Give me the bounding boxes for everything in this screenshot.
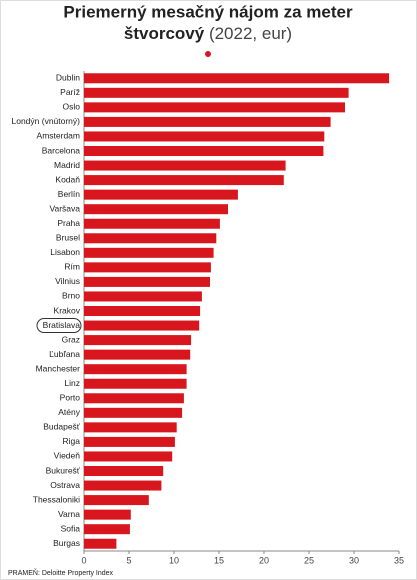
y-tick-label: Kodaň: [55, 174, 80, 184]
y-tick-label: Berlín: [58, 189, 80, 199]
y-tick-label: Sofia: [61, 523, 81, 533]
bar: [84, 175, 284, 186]
y-tick-label: Linz: [64, 378, 80, 388]
bar: [84, 480, 162, 491]
x-tick-label: 20: [259, 555, 269, 565]
x-tick-label: 15: [214, 555, 224, 565]
bar: [84, 509, 131, 520]
bar: [84, 495, 149, 506]
bar: [84, 538, 117, 549]
y-tick-label: Praha: [57, 218, 80, 228]
chart-title-line: štvorcový: [124, 24, 205, 43]
y-tick-label: Madrid: [54, 160, 80, 170]
y-tick-label: Varšava: [49, 203, 80, 213]
bar: [84, 233, 217, 244]
y-tick-label: Budapešť: [43, 422, 81, 432]
bar: [84, 335, 192, 346]
bar: [84, 364, 187, 375]
y-tick-label: Atény: [58, 407, 80, 417]
bar: [84, 524, 130, 535]
chart-subtitle: (2022, eur): [209, 24, 292, 43]
source: PRAMEŇ: Deloitte Property Index: [8, 568, 114, 577]
y-tick-label: Rím: [64, 262, 80, 272]
chart-title-line: štvorcový (2022, eur): [124, 24, 292, 43]
x-tick-label: 10: [169, 555, 179, 565]
y-tick-label: Oslo: [63, 102, 81, 112]
x-tick-label: 30: [349, 555, 359, 565]
y-tick-label: Paríž: [60, 87, 80, 97]
y-tick-label: Dublin: [56, 73, 80, 83]
y-tick-label: Krakov: [54, 305, 81, 315]
bar: [84, 146, 324, 156]
bar: [84, 349, 191, 360]
bar: [84, 247, 214, 258]
bar: [84, 160, 286, 171]
y-tick-label: Bukurešť: [46, 465, 81, 475]
chart-title-line: Priemerný mesačný nájom za meter: [63, 2, 353, 21]
bar: [84, 378, 187, 389]
y-tick-label: Graz: [62, 334, 80, 344]
bar: [84, 116, 331, 127]
bar: [84, 204, 228, 215]
bar: [84, 451, 173, 462]
highlight-outline: [36, 318, 82, 334]
bar: [84, 73, 390, 84]
bar: [84, 291, 202, 302]
bar: [84, 436, 175, 447]
y-tick-label: Ľubľana: [49, 349, 80, 359]
y-tick-label: Bratislava: [43, 320, 81, 330]
bar: [84, 393, 184, 404]
bar: [84, 218, 220, 229]
y-tick-label: Lisabon: [50, 247, 80, 257]
bar: [84, 189, 238, 200]
bar: [84, 306, 201, 316]
y-tick-label: Brusel: [56, 233, 80, 243]
y-tick-label: Porto: [60, 393, 81, 403]
bar: [84, 422, 177, 433]
y-tick-label: Ostrava: [50, 480, 80, 490]
bar: [84, 131, 325, 142]
x-tick-label: 0: [81, 555, 86, 565]
bar: [84, 407, 183, 418]
y-tick-label: Viedeň: [54, 451, 81, 461]
x-tick-label: 35: [394, 555, 404, 565]
y-tick-label: Burgas: [53, 538, 80, 548]
y-tick-label: Brno: [62, 291, 80, 301]
bar: [84, 466, 164, 476]
y-tick-label: Manchester: [36, 363, 81, 373]
bar: [84, 262, 211, 273]
bar: [84, 320, 200, 331]
bar: [84, 87, 349, 98]
y-tick-label: Varna: [58, 509, 80, 519]
bar: [84, 276, 210, 287]
y-tick-label: Barcelona: [42, 145, 81, 155]
x-tick-label: 5: [126, 555, 131, 565]
y-tick-label: Vilnius: [55, 276, 80, 286]
title-dot: [205, 51, 211, 57]
x-tick-label: 25: [304, 555, 314, 565]
y-tick-label: Amsterdam: [37, 131, 80, 141]
y-tick-label: Riga: [63, 436, 81, 446]
y-tick-label: Londýn (vnútorný): [11, 116, 80, 126]
bar: [84, 102, 345, 113]
y-tick-label: Thessaloniki: [33, 494, 80, 504]
